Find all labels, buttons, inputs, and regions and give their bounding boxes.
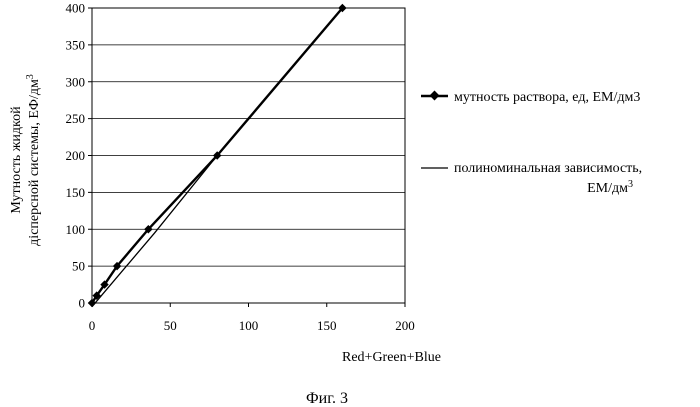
y-tick-label: 250 xyxy=(66,111,86,126)
y-tick-label: 350 xyxy=(66,37,86,52)
y-axis-title-line2-sup: 3 xyxy=(25,74,36,79)
y-tick-label: 100 xyxy=(66,222,86,237)
y-tick-label: 400 xyxy=(66,1,86,16)
y-tick-label: 300 xyxy=(66,74,86,89)
legend-label-series2-line2: ЕМ/дм3 xyxy=(587,179,633,197)
x-tick-label: 0 xyxy=(89,318,96,333)
y-axis-title-line1: Мутность жидкой xyxy=(9,106,24,214)
figure-caption: Фиг. 3 xyxy=(306,390,348,407)
y-axis-title-line2-text: дісперсной системы, ЕФ/дм xyxy=(27,79,42,246)
y-tick-label: 200 xyxy=(66,148,86,163)
x-axis-ticks: 0 50 100 150 200 xyxy=(89,303,415,333)
gridlines xyxy=(92,8,405,266)
legend-label-series1: мутность раствора, ед, ЕМ/дм3 xyxy=(454,90,640,105)
legend-label-series2-line2-sup: 3 xyxy=(628,179,633,190)
y-tick-label: 50 xyxy=(72,259,85,274)
x-tick-label: 50 xyxy=(164,318,177,333)
legend-label-series2-line2-text: ЕМ/дм xyxy=(587,181,628,196)
x-tick-label: 100 xyxy=(239,318,259,333)
x-axis-title: Red+Green+Blue xyxy=(342,350,441,365)
legend-label-series2-line1: полиноминальная зависимость, xyxy=(454,161,642,176)
y-tick-label: 150 xyxy=(66,185,86,200)
legend-marker-series1 xyxy=(430,91,440,101)
y-axis-title-line2: дісперсной системы, ЕФ/дм3 xyxy=(25,74,43,246)
legend: мутность раствора, ед, ЕМ/дм3 полиномина… xyxy=(421,90,642,196)
y-axis-ticks: 0 50 100 150 200 250 300 350 400 xyxy=(66,1,93,311)
y-tick-label: 0 xyxy=(79,296,86,311)
x-tick-label: 200 xyxy=(395,318,415,333)
x-tick-label: 150 xyxy=(317,318,337,333)
